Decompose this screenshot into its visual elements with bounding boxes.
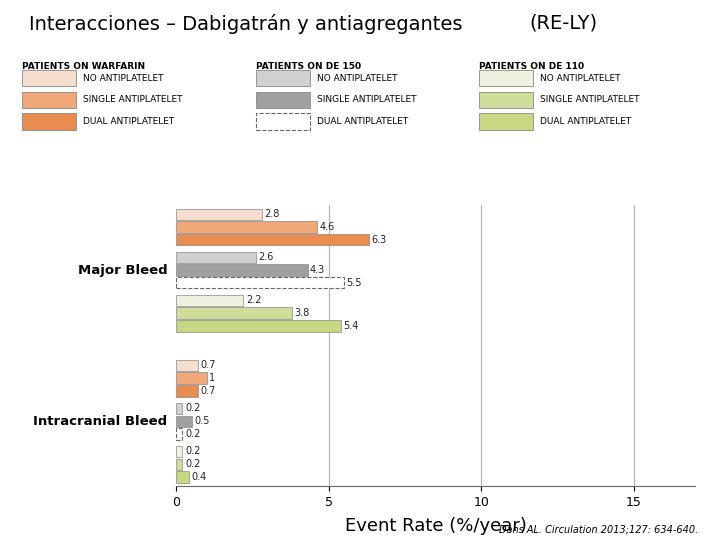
- Bar: [176, 252, 256, 263]
- Bar: [176, 221, 317, 233]
- Bar: [176, 208, 262, 220]
- Text: 0.2: 0.2: [185, 447, 200, 456]
- Bar: [176, 458, 182, 470]
- Text: SINGLE ANTIPLATELET: SINGLE ANTIPLATELET: [83, 96, 182, 104]
- Text: Intracranial Bleed: Intracranial Bleed: [33, 415, 167, 428]
- Text: DUAL ANTIPLATELET: DUAL ANTIPLATELET: [83, 117, 174, 126]
- Bar: [176, 386, 198, 396]
- Text: 6.3: 6.3: [371, 235, 386, 245]
- Text: 0.7: 0.7: [200, 386, 215, 396]
- Text: NO ANTIPLATELET: NO ANTIPLATELET: [83, 74, 163, 83]
- Text: Dans AL. Circulation 2013;127: 634-640.: Dans AL. Circulation 2013;127: 634-640.: [499, 524, 698, 535]
- Text: 0.2: 0.2: [185, 459, 200, 469]
- Text: 0.2: 0.2: [185, 403, 200, 413]
- Text: PATIENTS ON WARFARIN: PATIENTS ON WARFARIN: [22, 62, 145, 71]
- Text: NO ANTIPLATELET: NO ANTIPLATELET: [317, 74, 397, 83]
- Bar: [176, 446, 182, 457]
- Bar: [176, 373, 207, 384]
- Text: 5.4: 5.4: [343, 321, 359, 331]
- Text: (RE-LY): (RE-LY): [529, 14, 598, 32]
- Bar: [176, 295, 243, 306]
- Bar: [176, 428, 182, 440]
- Text: 0.4: 0.4: [191, 472, 207, 482]
- Bar: [176, 360, 198, 371]
- Text: PATIENTS ON DE 150: PATIENTS ON DE 150: [256, 62, 361, 71]
- Text: 5.5: 5.5: [346, 278, 362, 288]
- X-axis label: Event Rate (%/year): Event Rate (%/year): [345, 517, 526, 535]
- Bar: [176, 403, 182, 414]
- Bar: [176, 307, 292, 319]
- Text: 3.8: 3.8: [294, 308, 310, 318]
- Text: 1: 1: [210, 373, 215, 383]
- Text: SINGLE ANTIPLATELET: SINGLE ANTIPLATELET: [317, 96, 416, 104]
- Bar: [176, 415, 192, 427]
- Text: 0.7: 0.7: [200, 360, 215, 370]
- Text: 4.3: 4.3: [310, 265, 325, 275]
- Text: SINGLE ANTIPLATELET: SINGLE ANTIPLATELET: [540, 96, 639, 104]
- Text: 2.2: 2.2: [246, 295, 261, 305]
- Text: 0.5: 0.5: [194, 416, 210, 426]
- Text: 2.8: 2.8: [264, 209, 279, 219]
- Text: PATIENTS ON DE 110: PATIENTS ON DE 110: [479, 62, 584, 71]
- Bar: [176, 265, 307, 276]
- Text: DUAL ANTIPLATELET: DUAL ANTIPLATELET: [540, 117, 631, 126]
- Text: Major Bleed: Major Bleed: [78, 264, 167, 276]
- Text: 4.6: 4.6: [319, 222, 334, 232]
- Text: DUAL ANTIPLATELET: DUAL ANTIPLATELET: [317, 117, 408, 126]
- Text: NO ANTIPLATELET: NO ANTIPLATELET: [540, 74, 621, 83]
- Bar: [176, 277, 344, 288]
- Bar: [176, 471, 189, 483]
- Bar: [176, 234, 369, 246]
- Text: Interacciones – Dabigatrán y antiagregantes: Interacciones – Dabigatrán y antiagregan…: [29, 14, 462, 33]
- Bar: [176, 320, 341, 332]
- Text: 0.2: 0.2: [185, 429, 200, 439]
- Text: 2.6: 2.6: [258, 252, 274, 262]
